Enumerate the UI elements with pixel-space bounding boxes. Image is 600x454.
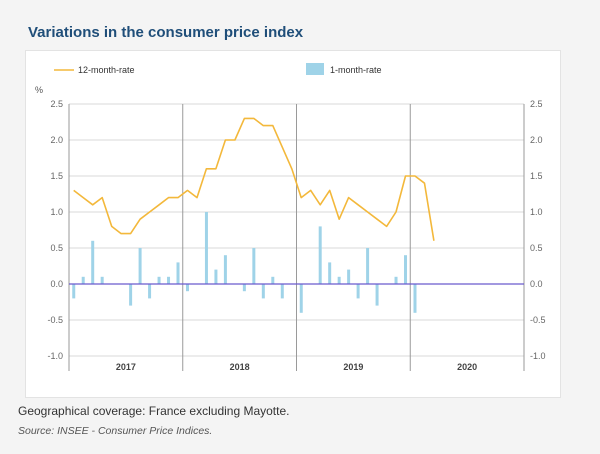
x-year-label: 2020 bbox=[457, 362, 477, 372]
bar-1-month-rate bbox=[337, 276, 341, 284]
y-tick-label-right: 2.5 bbox=[530, 99, 543, 109]
bar-1-month-rate bbox=[413, 284, 417, 313]
y-tick-label-left: -0.5 bbox=[47, 315, 63, 325]
bar-1-month-rate bbox=[242, 284, 246, 292]
footnote: Geographical coverage: France excluding … bbox=[18, 404, 290, 418]
y-tick-label-right: 1.5 bbox=[530, 171, 543, 181]
bar-1-month-rate bbox=[347, 269, 351, 284]
y-tick-label-left: 2.0 bbox=[50, 135, 63, 145]
legend: 12-month-rate 1-month-rate bbox=[54, 63, 382, 75]
y-tick-label-left: 2.5 bbox=[50, 99, 63, 109]
y-tick-label-right: 2.0 bbox=[530, 135, 543, 145]
bar-1-month-rate bbox=[318, 226, 322, 284]
bar-1-month-rate bbox=[328, 262, 332, 284]
x-year-label: 2018 bbox=[230, 362, 250, 372]
bar-1-month-rate bbox=[375, 284, 379, 306]
bar-1-month-rate bbox=[404, 255, 408, 284]
y-tick-label-right: -1.0 bbox=[530, 351, 546, 361]
y-tick-label-right: 0.5 bbox=[530, 243, 543, 253]
x-year-label: 2017 bbox=[116, 362, 136, 372]
legend-label-1-month-rate: 1-month-rate bbox=[330, 65, 382, 75]
y-tick-label-left: 1.5 bbox=[50, 171, 63, 181]
bar-1-month-rate bbox=[100, 276, 104, 284]
y-tick-label-right: 0.0 bbox=[530, 279, 543, 289]
bar-1-month-rate bbox=[280, 284, 284, 299]
bar-1-month-rate bbox=[261, 284, 265, 299]
bar-1-month-rate bbox=[204, 212, 208, 284]
line-12-month-rate bbox=[73, 117, 435, 241]
y-axis-unit: % bbox=[35, 85, 43, 95]
legend-label-12-month-rate: 12-month-rate bbox=[78, 65, 135, 75]
y-tick-label-left: 1.0 bbox=[50, 207, 63, 217]
bar-1-month-rate bbox=[271, 276, 275, 284]
bar-1-month-rate bbox=[129, 284, 133, 306]
bar-1-month-rate bbox=[138, 248, 142, 284]
legend-bar-swatch bbox=[306, 63, 324, 75]
chart-svg: 2.5 2.5 2.0 2.0 1.5 1.5 1.0 1.0 0.5 0.5 0.0 0.0 -0.5… bbox=[35, 63, 546, 372]
bar-1-month-rate bbox=[167, 276, 171, 284]
bar-1-month-rate bbox=[148, 284, 152, 299]
y-tick-label-right: 1.0 bbox=[530, 207, 543, 217]
y-tick-label-left: 0.5 bbox=[50, 243, 63, 253]
bar-1-month-rate bbox=[91, 240, 95, 284]
bar-1-month-rate bbox=[185, 284, 189, 292]
bar-1-month-rate bbox=[81, 276, 85, 284]
bar-1-month-rate bbox=[223, 255, 227, 284]
bar-1-month-rate bbox=[252, 248, 256, 284]
bar-1-month-rate bbox=[214, 269, 218, 284]
chart-card: 2.5 2.5 2.0 2.0 1.5 1.5 1.0 1.0 0.5 0.5 0.0 0.0 -0.5… bbox=[25, 50, 561, 398]
bar-1-month-rate bbox=[299, 284, 303, 313]
y-tick-label-right: -0.5 bbox=[530, 315, 546, 325]
source-note: Source: INSEE - Consumer Price Indices. bbox=[18, 425, 213, 437]
y-tick-label-left: 0.0 bbox=[50, 279, 63, 289]
bar-1-month-rate bbox=[366, 248, 370, 284]
chart-title: Variations in the consumer price index bbox=[28, 24, 304, 41]
y-tick-label-left: -1.0 bbox=[47, 351, 63, 361]
bar-1-month-rate bbox=[157, 276, 161, 284]
bar-1-month-rate bbox=[176, 262, 180, 284]
x-year-label: 2019 bbox=[343, 362, 363, 372]
bar-1-month-rate bbox=[356, 284, 360, 299]
bar-1-month-rate bbox=[72, 284, 76, 299]
bar-1-month-rate bbox=[394, 276, 398, 284]
